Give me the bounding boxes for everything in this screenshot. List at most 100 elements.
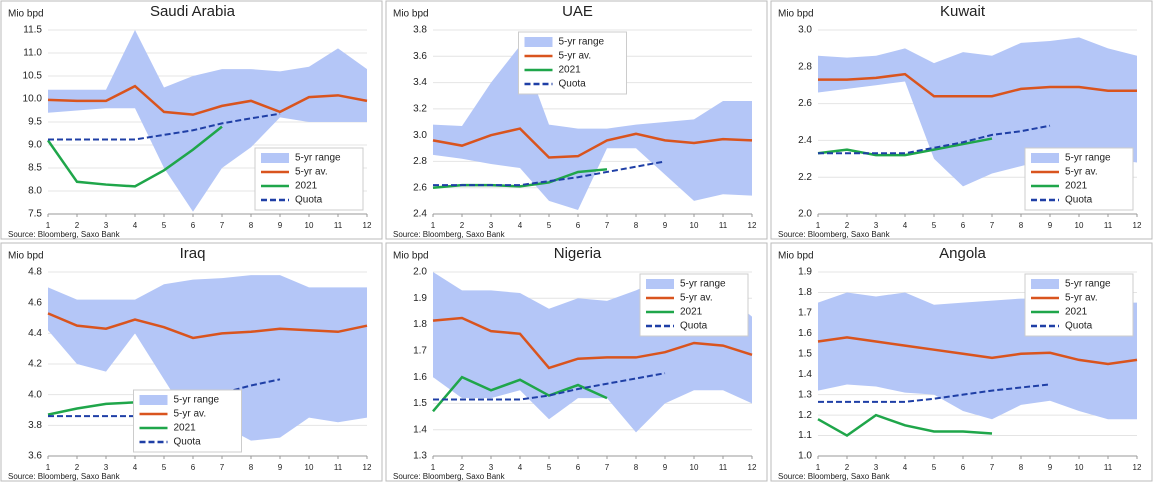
legend-label: 5-yr av. [559, 51, 592, 62]
x-tick-label: 4 [903, 221, 908, 230]
y-tick-label: 1.2 [798, 410, 812, 421]
y-tick-label: 1.4 [798, 369, 812, 380]
y-tick-label: 1.8 [798, 287, 812, 298]
y-tick-label: 3.6 [28, 451, 42, 462]
x-tick-label: 2 [460, 221, 465, 230]
chart-title: Kuwait [940, 3, 986, 20]
x-tick-label: 4 [518, 463, 523, 472]
series-line [432, 316, 753, 370]
y-tick-label: 1.9 [413, 293, 427, 304]
legend-label: 5-yr range [174, 395, 220, 406]
y-axis-label: Mio bpd [778, 251, 814, 262]
chart-panel: Nigeria Mio bpd Source: Bloomberg, Saxo Ba… [385, 242, 768, 482]
x-tick-label: 2 [75, 463, 80, 472]
legend-label: Quota [174, 437, 202, 448]
x-tick-label: 7 [990, 221, 995, 230]
x-tick-label: 5 [547, 463, 552, 472]
y-tick-label: 1.3 [413, 451, 427, 462]
range-band [48, 30, 367, 212]
legend-label: Quota [1065, 321, 1093, 332]
panel-border [770, 242, 1153, 482]
chart-panel: Kuwait Mio bpd Source: Bloomberg, Saxo Ban… [770, 0, 1153, 240]
x-tick-label: 7 [990, 463, 995, 472]
x-tick-label: 8 [249, 463, 254, 472]
y-tick-label: 3.4 [413, 77, 427, 88]
legend-label: 5-yr av. [1065, 167, 1098, 178]
y-tick-label: 1.6 [798, 328, 812, 339]
x-tick-label: 2 [845, 463, 850, 472]
x-tick-label: 6 [961, 463, 966, 472]
legend-label: 5-yr av. [295, 167, 328, 178]
x-tick-label: 5 [162, 221, 167, 230]
series-line [47, 84, 368, 116]
legend-swatch [524, 37, 553, 47]
x-tick-label: 5 [547, 221, 552, 230]
source: Source: Bloomberg, Saxo Bank [8, 230, 121, 239]
x-tick-label: 8 [1019, 221, 1024, 230]
x-tick-label: 4 [518, 221, 523, 230]
y-tick-label: 1.4 [413, 424, 427, 435]
y-tick-label: 2.4 [798, 135, 812, 146]
series-line [48, 378, 281, 418]
series-line [817, 137, 993, 157]
range-band [48, 275, 367, 441]
source: Source: Bloomberg, Saxo Bank [778, 472, 891, 481]
x-tick-label: 8 [249, 221, 254, 230]
x-tick-label: 5 [162, 463, 167, 472]
y-tick-label: 8.5 [28, 163, 42, 174]
x-tick-label: 9 [278, 221, 283, 230]
x-tick-label: 12 [1133, 463, 1142, 472]
source: Source: Bloomberg, Saxo Bank [8, 472, 121, 481]
y-axis-label: Mio bpd [8, 251, 44, 262]
x-tick-label: 11 [1104, 463, 1113, 472]
y-tick-label: 4.4 [28, 328, 42, 339]
x-tick-label: 10 [1075, 463, 1084, 472]
y-tick-label: 3.8 [28, 420, 42, 431]
x-tick-label: 2 [75, 221, 80, 230]
x-tick-label: 11 [334, 221, 343, 230]
source: Source: Bloomberg, Saxo Bank [393, 230, 506, 239]
panel-border [770, 0, 1153, 240]
series-line [47, 312, 368, 340]
y-axis-label: Mio bpd [393, 251, 429, 262]
range-band [433, 45, 752, 211]
legend-label: 5-yr av. [680, 293, 713, 304]
y-tick-label: 4.0 [28, 389, 42, 400]
series-line [432, 127, 753, 159]
y-tick-label: 9.0 [28, 140, 42, 151]
panel-border [0, 0, 383, 240]
legend-label: 2021 [559, 65, 582, 76]
series-line [433, 160, 666, 187]
chart-panel: Angola Mio bpd Source: Bloomberg, Saxo Ban… [770, 242, 1153, 482]
y-tick-label: 10.0 [23, 94, 43, 105]
x-tick-label: 8 [634, 463, 639, 472]
y-tick-label: 2.8 [413, 156, 427, 167]
x-tick-label: 11 [719, 463, 728, 472]
y-tick-label: 4.8 [28, 267, 42, 278]
y-tick-label: 1.5 [798, 348, 812, 359]
y-tick-label: 3.8 [413, 25, 427, 36]
x-tick-label: 9 [1048, 463, 1053, 472]
y-tick-label: 2.6 [798, 98, 812, 109]
series-line [433, 372, 666, 401]
x-tick-label: 1 [816, 463, 821, 472]
y-tick-label: 3.0 [798, 25, 812, 36]
x-tick-label: 4 [133, 221, 138, 230]
y-tick-label: 1.0 [798, 451, 812, 462]
x-tick-label: 1 [431, 463, 436, 472]
y-tick-label: 2.6 [413, 182, 427, 193]
chart-title: Nigeria [554, 245, 602, 262]
x-tick-label: 3 [874, 463, 879, 472]
x-tick-label: 12 [363, 221, 372, 230]
x-tick-label: 6 [576, 463, 581, 472]
x-tick-label: 4 [903, 463, 908, 472]
y-tick-label: 2.2 [798, 172, 812, 183]
y-tick-label: 2.0 [413, 267, 427, 278]
source: Source: Bloomberg, Saxo Bank [393, 472, 506, 481]
chart-title: Angola [939, 245, 986, 262]
x-tick-label: 10 [690, 221, 699, 230]
y-axis-label: Mio bpd [393, 9, 429, 20]
x-tick-label: 9 [663, 463, 668, 472]
x-tick-label: 2 [845, 221, 850, 230]
